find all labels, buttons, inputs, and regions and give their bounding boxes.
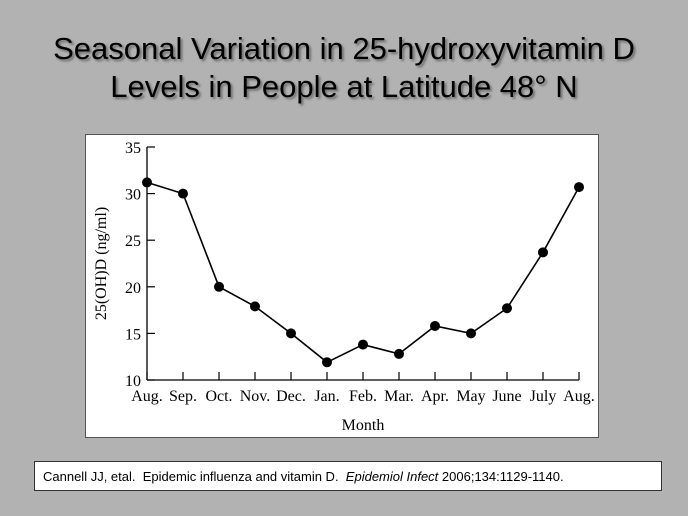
data-point-1 <box>178 188 188 199</box>
chart-panel: 10 15 20 25 30 35 Aug. Sep. Oct. Nov. Dec. Jan. Feb.… <box>85 134 599 438</box>
y-axis-title: 25(OH)D (ng/ml) <box>93 207 110 320</box>
series-line <box>146 181 580 364</box>
data-point-6 <box>358 339 368 350</box>
line-chart: 10 15 20 25 30 35 Aug. Sep. Oct. Nov. Dec. Jan. Feb.… <box>93 140 595 434</box>
x-axis-title: Month <box>342 417 385 434</box>
data-point-3 <box>250 301 260 312</box>
x-tick-label-6: Feb. <box>349 388 377 405</box>
y-tick-label-30: 30 <box>125 187 141 204</box>
y-tick-label-15: 15 <box>125 326 141 343</box>
y-tick-label-25: 25 <box>125 233 141 250</box>
citation-box: Cannell JJ, etal. Epidemic influenza and… <box>34 461 662 491</box>
data-point-7 <box>394 348 404 359</box>
citation-details: 2006;134:1129-1140. <box>441 469 564 484</box>
y-tick-label-10: 10 <box>125 373 141 390</box>
data-point-5 <box>322 357 332 368</box>
x-tick-label-12: Aug. <box>563 388 595 405</box>
y-tick-label-20: 20 <box>125 280 141 297</box>
slide-title-line-2: Levels in People at Latitude 48° N <box>110 69 578 104</box>
citation-journal: Epidemiol Infect <box>345 469 439 484</box>
slide-title: Seasonal Variation in 25-hydroxyvitamin … <box>0 30 688 106</box>
data-point-11 <box>538 247 548 258</box>
x-tick-label-8: Apr. <box>421 388 449 405</box>
slide-title-line-1: Seasonal Variation in 25-hydroxyvitamin … <box>53 31 635 66</box>
x-tick-label-1: Sep. <box>169 388 197 405</box>
data-point-12 <box>574 182 584 193</box>
x-tick-label-2: Oct. <box>205 388 232 405</box>
x-tick-label-0: Aug. <box>131 388 163 405</box>
citation-authors: Cannell JJ, etal. <box>43 469 136 484</box>
citation-article: Epidemic influenza and vitamin D. <box>142 469 339 484</box>
data-point-4 <box>286 328 296 339</box>
y-tick-label-35: 35 <box>125 140 141 157</box>
data-point-10 <box>502 303 512 314</box>
x-tick-label-7: Mar. <box>384 388 414 405</box>
x-tick-label-10: June <box>492 388 521 405</box>
x-tick-label-4: Dec. <box>276 388 306 405</box>
data-point-9 <box>466 328 476 339</box>
data-point-0 <box>142 177 152 188</box>
x-tick-label-5: Jan. <box>314 388 339 405</box>
x-tick-label-11: July <box>530 388 557 405</box>
x-tick-label-9: May <box>456 388 485 405</box>
data-point-2 <box>214 281 224 292</box>
x-tick-label-3: Nov. <box>240 388 271 405</box>
data-point-8 <box>430 320 440 331</box>
